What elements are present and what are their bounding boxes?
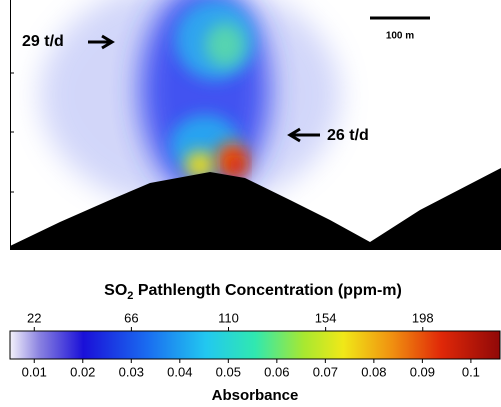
colorbar-xlabel: Absorbance [212, 387, 299, 404]
colorbar-title: SO2 Pathlength Concentration (ppm-m) [104, 282, 402, 302]
top-tick-label: 66 [124, 310, 138, 325]
bottom-tick-label: 0.03 [119, 364, 144, 379]
title-rest: Pathlength Concentration (ppm-m) [133, 282, 401, 299]
ticks: 22 66 110 154 198 0.01 0.02 0.03 0.04 0.05 0.06 0.0… [22, 310, 480, 379]
colorbar [9, 330, 501, 360]
bottom-tick-label: 0.05 [216, 364, 241, 379]
top-tick-label: 110 [218, 310, 239, 325]
top-tick-label: 22 [27, 310, 41, 325]
bottom-tick-label: 0.07 [313, 364, 338, 379]
title-chemical: SO [104, 282, 127, 299]
annotation: 29 t/d [22, 33, 64, 50]
bottom-tick-label: 0.02 [70, 364, 95, 379]
bottom-tick-label: 0.01 [22, 364, 47, 379]
annotation: 26 t/d [327, 127, 369, 144]
title-subscript: 2 [127, 290, 133, 302]
bottom-tick-label: 0.1 [462, 364, 480, 379]
top-tick-label: 198 [412, 310, 434, 325]
plume-image: 100 m 29 t/d 26 t/d [10, 0, 501, 250]
bottom-tick-label: 0.04 [167, 364, 192, 379]
bottom-tick-label: 0.06 [264, 364, 289, 379]
bottom-tick-label: 0.08 [361, 364, 386, 379]
scale-bar-label: 100 m [386, 31, 414, 42]
top-tick-label: 154 [315, 310, 337, 325]
bottom-tick-label: 0.09 [410, 364, 435, 379]
